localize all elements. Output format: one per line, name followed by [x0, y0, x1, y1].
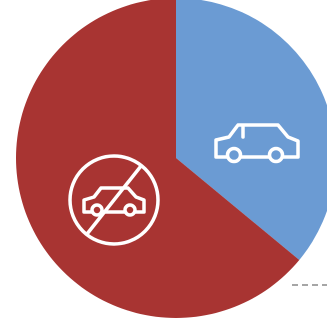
- pie-slices: [16, 0, 327, 318]
- pie-slice-car: [176, 0, 327, 260]
- no-car-icon: [68, 154, 160, 246]
- pie-slice-no-car: [16, 0, 300, 318]
- car-icon: [214, 123, 300, 164]
